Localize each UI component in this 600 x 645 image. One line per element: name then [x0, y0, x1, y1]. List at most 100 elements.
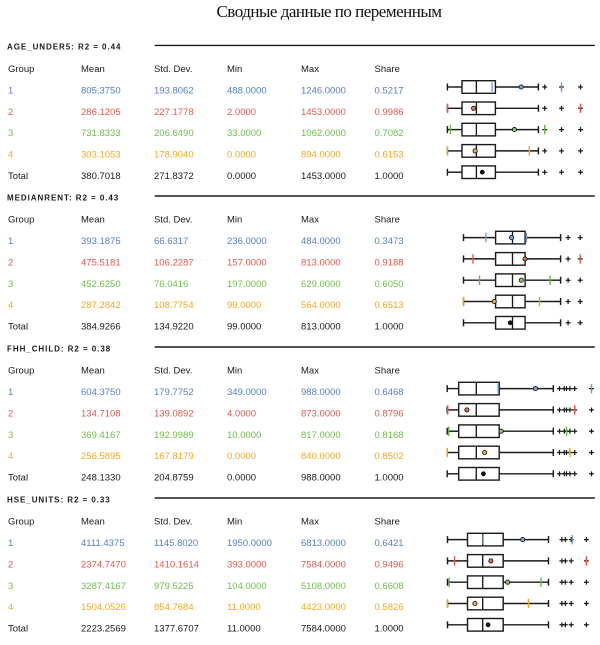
svg-text:Share: Share — [375, 366, 400, 377]
svg-text:2: 2 — [8, 258, 13, 269]
svg-text:4423.0000: 4423.0000 — [301, 602, 346, 613]
svg-text:840.0000: 840.0000 — [301, 451, 341, 462]
svg-text:979.5225: 979.5225 — [154, 581, 194, 592]
svg-text:393.1875: 393.1875 — [81, 236, 121, 247]
svg-text:10.0000: 10.0000 — [227, 430, 261, 441]
svg-text:206.6490: 206.6490 — [154, 128, 194, 139]
svg-text:452.6250: 452.6250 — [81, 279, 121, 290]
svg-text:Max: Max — [301, 215, 319, 226]
svg-text:157.0000: 157.0000 — [227, 258, 267, 269]
svg-text:1453.0000: 1453.0000 — [301, 171, 346, 182]
svg-text:204.8759: 204.8759 — [154, 472, 194, 483]
svg-text:4: 4 — [8, 150, 13, 161]
svg-text:0.0000: 0.0000 — [227, 150, 256, 161]
svg-text:104.0000: 104.0000 — [227, 581, 267, 592]
svg-text:Mean: Mean — [81, 215, 105, 226]
svg-text:Max: Max — [301, 64, 319, 75]
svg-text:1950.0000: 1950.0000 — [227, 538, 272, 549]
svg-text:FHH_CHILD: R2 = 0.38: FHH_CHILD: R2 = 0.38 — [7, 344, 111, 353]
svg-text:484.0000: 484.0000 — [301, 236, 341, 247]
svg-text:11.0000: 11.0000 — [227, 623, 261, 634]
svg-text:192.9989: 192.9989 — [154, 430, 194, 441]
svg-text:564.0000: 564.0000 — [301, 300, 341, 311]
svg-text:805.3750: 805.3750 — [81, 86, 121, 97]
svg-text:380.7018: 380.7018 — [81, 171, 121, 182]
svg-text:0.0000: 0.0000 — [227, 171, 256, 182]
svg-text:179.7752: 179.7752 — [154, 387, 194, 398]
svg-text:0.7082: 0.7082 — [375, 128, 404, 139]
svg-text:Mean: Mean — [81, 366, 105, 377]
svg-text:33.0000: 33.0000 — [227, 128, 261, 139]
svg-text:4: 4 — [8, 602, 13, 613]
svg-text:0.6421: 0.6421 — [375, 538, 404, 549]
svg-text:0.0000: 0.0000 — [227, 451, 256, 462]
svg-text:873.0000: 873.0000 — [301, 409, 341, 420]
svg-text:3: 3 — [8, 581, 13, 592]
svg-text:0.9986: 0.9986 — [375, 107, 404, 118]
svg-text:167.8179: 167.8179 — [154, 451, 194, 462]
svg-text:Min: Min — [227, 366, 242, 377]
svg-text:AGE_UNDER5: R2 = 0.44: AGE_UNDER5: R2 = 0.44 — [7, 43, 121, 52]
svg-text:134.9220: 134.9220 — [154, 321, 194, 332]
svg-text:303.1053: 303.1053 — [81, 150, 121, 161]
svg-text:11.0000: 11.0000 — [227, 602, 261, 613]
svg-text:2.0000: 2.0000 — [227, 107, 256, 118]
svg-text:813.0000: 813.0000 — [301, 321, 341, 332]
svg-text:3: 3 — [8, 279, 13, 290]
svg-text:Group: Group — [8, 517, 34, 528]
svg-text:1.0000: 1.0000 — [375, 472, 404, 483]
svg-text:1145.8020: 1145.8020 — [154, 538, 198, 549]
svg-text:4111.4375: 4111.4375 — [81, 538, 125, 549]
svg-text:Min: Min — [227, 64, 242, 75]
svg-text:248.1330: 248.1330 — [81, 472, 121, 483]
svg-text:0.6468: 0.6468 — [375, 387, 404, 398]
svg-text:5108.0000: 5108.0000 — [301, 581, 346, 592]
svg-text:7584.0000: 7584.0000 — [301, 560, 346, 571]
svg-text:731.8333: 731.8333 — [81, 128, 121, 139]
svg-text:108.7754: 108.7754 — [154, 300, 194, 311]
svg-text:0.6153: 0.6153 — [375, 150, 404, 161]
svg-text:Total: Total — [8, 171, 28, 182]
svg-text:Total: Total — [8, 321, 28, 332]
svg-text:1: 1 — [8, 236, 13, 247]
svg-text:76.0416: 76.0416 — [154, 279, 188, 290]
svg-text:Mean: Mean — [81, 517, 105, 528]
svg-text:99.0000: 99.0000 — [227, 321, 261, 332]
svg-text:Group: Group — [8, 366, 34, 377]
svg-text:4: 4 — [8, 300, 13, 311]
svg-text:Сводные данные по переменным: Сводные данные по переменным — [216, 2, 442, 21]
svg-text:813.0000: 813.0000 — [301, 258, 341, 269]
svg-text:Mean: Mean — [81, 64, 105, 75]
svg-text:2: 2 — [8, 409, 13, 420]
svg-text:988.0000: 988.0000 — [301, 472, 341, 483]
svg-text:4: 4 — [8, 451, 13, 462]
svg-text:384.9266: 384.9266 — [81, 321, 121, 332]
svg-text:1: 1 — [8, 86, 13, 97]
svg-text:Min: Min — [227, 517, 242, 528]
svg-text:1.0000: 1.0000 — [375, 623, 404, 634]
svg-text:604.3750: 604.3750 — [81, 387, 121, 398]
svg-text:Share: Share — [375, 517, 400, 528]
svg-text:MEDIANRENT: R2 = 0.43: MEDIANRENT: R2 = 0.43 — [7, 193, 119, 202]
svg-text:2: 2 — [8, 560, 13, 571]
svg-text:3: 3 — [8, 430, 13, 441]
svg-text:0.8796: 0.8796 — [375, 409, 404, 420]
svg-text:1453.0000: 1453.0000 — [301, 107, 346, 118]
svg-text:193.8062: 193.8062 — [154, 86, 194, 97]
svg-text:227.1778: 227.1778 — [154, 107, 194, 118]
svg-text:Total: Total — [8, 472, 28, 483]
svg-text:0.3473: 0.3473 — [375, 236, 404, 247]
svg-text:1504.0526: 1504.0526 — [81, 602, 126, 613]
svg-text:Std. Dev.: Std. Dev. — [154, 366, 192, 377]
svg-text:0.6608: 0.6608 — [375, 581, 404, 592]
svg-text:1: 1 — [8, 538, 13, 549]
svg-text:629.0000: 629.0000 — [301, 279, 341, 290]
svg-text:Share: Share — [375, 215, 400, 226]
svg-text:475.5181: 475.5181 — [81, 258, 121, 269]
svg-text:6813.0000: 6813.0000 — [301, 538, 346, 549]
svg-text:0.5826: 0.5826 — [375, 602, 404, 613]
svg-text:HSE_UNITS: R2 = 0.33: HSE_UNITS: R2 = 0.33 — [7, 495, 111, 504]
svg-text:Max: Max — [301, 366, 319, 377]
svg-text:Std. Dev.: Std. Dev. — [154, 517, 192, 528]
svg-text:894.0000: 894.0000 — [301, 150, 341, 161]
